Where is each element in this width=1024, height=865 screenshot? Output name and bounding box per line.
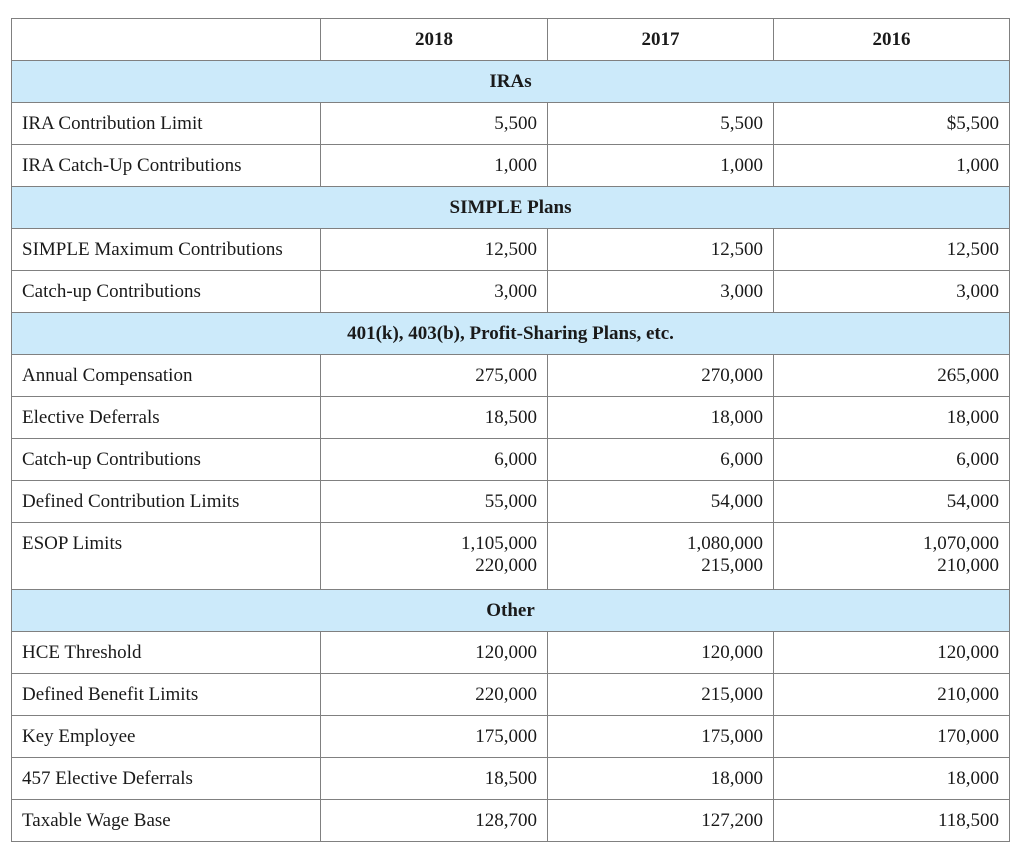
value-cell: 1,000: [547, 144, 774, 187]
value-cell: 175,000: [320, 715, 548, 758]
row-label: Key Employee: [11, 715, 321, 758]
header-row: 2018 2017 2016: [11, 18, 1010, 61]
row-label: Annual Compensation: [11, 354, 321, 397]
header-corner-cell: [11, 18, 321, 61]
table-row: 457 Elective Deferrals 18,500 18,000 18,…: [11, 757, 1010, 800]
value-cell: 1,000: [773, 144, 1010, 187]
value-cell: 3,000: [773, 270, 1010, 313]
table-row: HCE Threshold 120,000 120,000 120,000: [11, 631, 1010, 674]
value-cell: 18,500: [320, 757, 548, 800]
value-cell: 118,500: [773, 799, 1010, 842]
value-cell: 210,000: [773, 673, 1010, 716]
value-cell: 120,000: [320, 631, 548, 674]
value-cell: 120,000: [547, 631, 774, 674]
value-cell: 170,000: [773, 715, 1010, 758]
value-line: 1,105,000: [461, 533, 537, 554]
year-header-2018: 2018: [320, 18, 548, 61]
value-cell: 6,000: [547, 438, 774, 481]
value-line: 1,080,000: [687, 533, 763, 554]
section-title: IRAs: [11, 60, 1010, 103]
value-cell: $5,500: [773, 102, 1010, 145]
value-cell: 54,000: [547, 480, 774, 523]
value-cell: 18,000: [547, 396, 774, 439]
row-label: Defined Contribution Limits: [11, 480, 321, 523]
section-header-iras: IRAs: [11, 60, 1010, 103]
row-label: Taxable Wage Base: [11, 799, 321, 842]
table-row: Elective Deferrals 18,500 18,000 18,000: [11, 396, 1010, 439]
value-line: 210,000: [937, 555, 999, 576]
table-row: Key Employee 175,000 175,000 170,000: [11, 715, 1010, 758]
value-cell: 127,200: [547, 799, 774, 842]
row-label: HCE Threshold: [11, 631, 321, 674]
value-line: 215,000: [701, 555, 763, 576]
section-header-simple-plans: SIMPLE Plans: [11, 186, 1010, 229]
value-cell: 18,000: [773, 757, 1010, 800]
value-cell: 18,000: [773, 396, 1010, 439]
value-cell: 6,000: [773, 438, 1010, 481]
section-header-401k-plans: 401(k), 403(b), Profit-Sharing Plans, et…: [11, 312, 1010, 355]
value-cell: 12,500: [547, 228, 774, 271]
contribution-limits-table: 2018 2017 2016 IRAs IRA Contribution Lim…: [11, 18, 1010, 842]
row-label: Elective Deferrals: [11, 396, 321, 439]
year-header-2017: 2017: [547, 18, 774, 61]
value-cell: 275,000: [320, 354, 548, 397]
row-label: SIMPLE Maximum Contributions: [11, 228, 321, 271]
row-label: IRA Catch-Up Contributions: [11, 144, 321, 187]
value-cell: 55,000: [320, 480, 548, 523]
value-cell: 5,500: [547, 102, 774, 145]
table-row: SIMPLE Maximum Contributions 12,500 12,5…: [11, 228, 1010, 271]
value-line: 220,000: [475, 555, 537, 576]
row-label: Catch-up Contributions: [11, 270, 321, 313]
table-row: Defined Benefit Limits 220,000 215,000 2…: [11, 673, 1010, 716]
value-cell: 18,500: [320, 396, 548, 439]
table-row: Annual Compensation 275,000 270,000 265,…: [11, 354, 1010, 397]
table-row: Catch-up Contributions 6,000 6,000 6,000: [11, 438, 1010, 481]
section-title: SIMPLE Plans: [11, 186, 1010, 229]
value-cell: 1,080,000 215,000: [547, 522, 774, 590]
row-label: Defined Benefit Limits: [11, 673, 321, 716]
value-cell: 12,500: [773, 228, 1010, 271]
value-cell: 6,000: [320, 438, 548, 481]
value-cell: 220,000: [320, 673, 548, 716]
value-cell: 3,000: [320, 270, 548, 313]
value-cell: 18,000: [547, 757, 774, 800]
row-label: ESOP Limits: [11, 522, 321, 590]
value-cell: 54,000: [773, 480, 1010, 523]
table-row: IRA Catch-Up Contributions 1,000 1,000 1…: [11, 144, 1010, 187]
row-label: 457 Elective Deferrals: [11, 757, 321, 800]
value-cell: 270,000: [547, 354, 774, 397]
section-title: Other: [11, 589, 1010, 632]
value-cell: 120,000: [773, 631, 1010, 674]
value-cell: 1,070,000 210,000: [773, 522, 1010, 590]
table-row: Defined Contribution Limits 55,000 54,00…: [11, 480, 1010, 523]
value-cell: 3,000: [547, 270, 774, 313]
table-row: ESOP Limits 1,105,000 220,000 1,080,000 …: [11, 522, 1010, 590]
row-label: IRA Contribution Limit: [11, 102, 321, 145]
row-label: Catch-up Contributions: [11, 438, 321, 481]
section-header-other: Other: [11, 589, 1010, 632]
value-cell: 5,500: [320, 102, 548, 145]
table-row: Taxable Wage Base 128,700 127,200 118,50…: [11, 799, 1010, 842]
table-row: Catch-up Contributions 3,000 3,000 3,000: [11, 270, 1010, 313]
section-title: 401(k), 403(b), Profit-Sharing Plans, et…: [11, 312, 1010, 355]
value-cell: 265,000: [773, 354, 1010, 397]
value-cell: 1,105,000 220,000: [320, 522, 548, 590]
table-row: IRA Contribution Limit 5,500 5,500 $5,50…: [11, 102, 1010, 145]
value-cell: 12,500: [320, 228, 548, 271]
value-cell: 215,000: [547, 673, 774, 716]
year-header-2016: 2016: [773, 18, 1010, 61]
value-cell: 175,000: [547, 715, 774, 758]
value-cell: 128,700: [320, 799, 548, 842]
value-cell: 1,000: [320, 144, 548, 187]
value-line: 1,070,000: [923, 533, 999, 554]
